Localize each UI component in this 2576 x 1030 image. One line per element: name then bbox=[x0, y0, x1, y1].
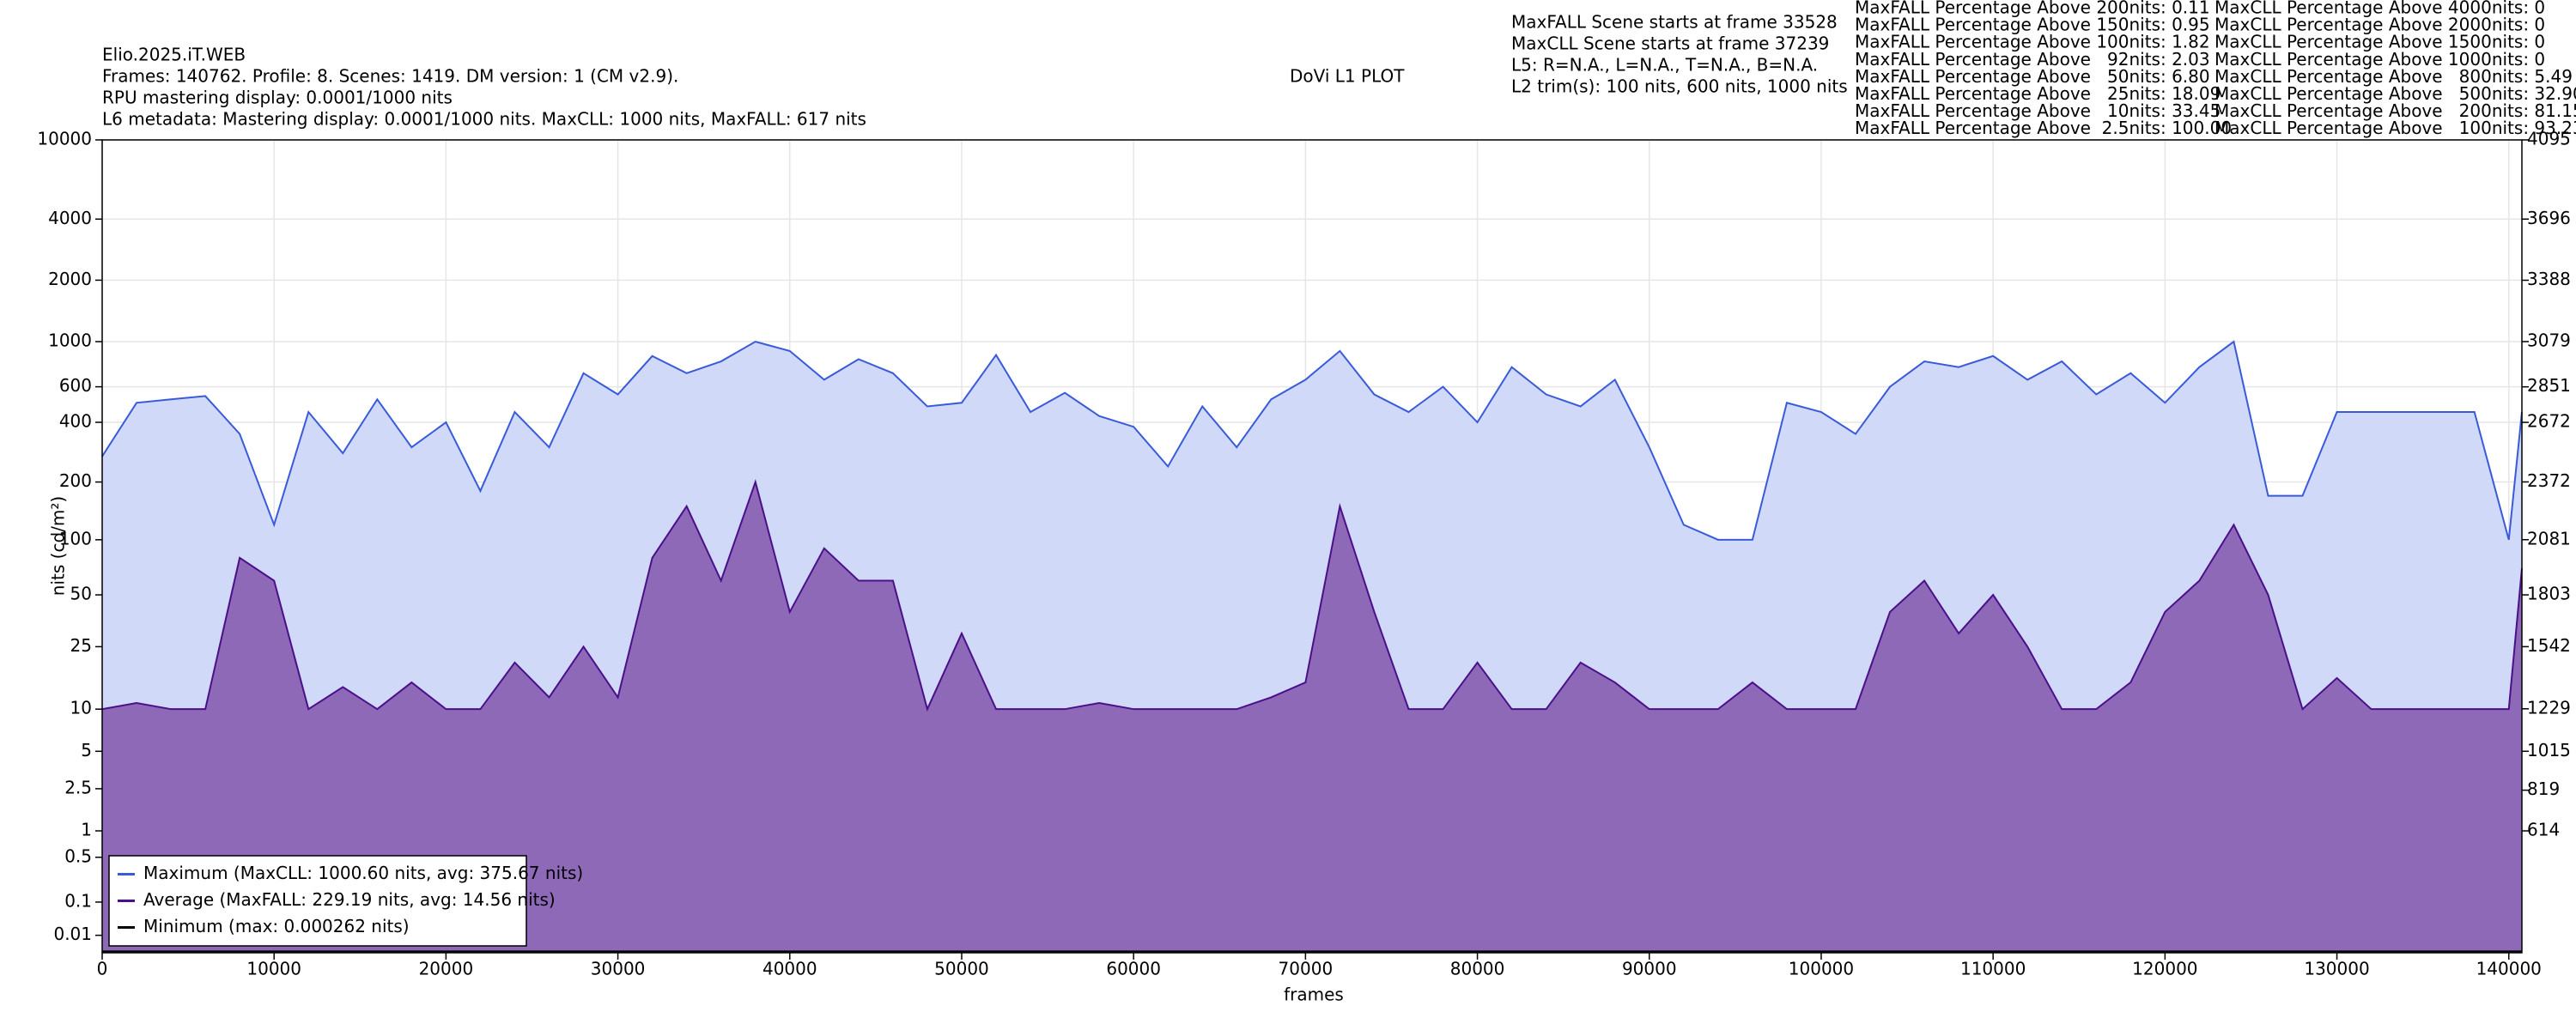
info-line: MaxFALL Percentage Above 200nits: 0.11 bbox=[1855, 0, 2210, 18]
x-tick-label: 10000 bbox=[246, 959, 301, 979]
y2-tick-label: 1015 bbox=[2527, 740, 2571, 760]
info-line: L2 trim(s): 100 nits, 600 nits, 1000 nit… bbox=[1511, 76, 1848, 97]
y-tick-label: 50 bbox=[70, 584, 92, 604]
y2-tick-label: 1803 bbox=[2527, 584, 2571, 604]
y-tick-label: 1000 bbox=[48, 330, 92, 351]
legend-box bbox=[108, 855, 527, 947]
x-tick-label: 30000 bbox=[591, 959, 646, 979]
info-line: MaxFALL Percentage Above 100nits: 1.82 bbox=[1855, 32, 2210, 52]
info-line: MaxFALL Percentage Above 2.5nits: 100.00 bbox=[1855, 118, 2232, 138]
x-tick-label: 140000 bbox=[2476, 959, 2542, 979]
x-tick-label: 20000 bbox=[419, 959, 474, 979]
y2-tick-label: 614 bbox=[2527, 820, 2560, 840]
y-tick-label: 200 bbox=[59, 470, 92, 491]
x-tick-label: 100000 bbox=[1789, 959, 1854, 979]
y2-tick-label: 3079 bbox=[2527, 330, 2571, 350]
legend-label: Average (MaxFALL: 229.19 nits, avg: 14.5… bbox=[143, 889, 556, 910]
info-line: RPU mastering display: 0.0001/1000 nits bbox=[102, 88, 453, 108]
y-tick-label: 2000 bbox=[48, 269, 92, 289]
y-tick-label: 4000 bbox=[48, 208, 92, 228]
y-tick-label: 25 bbox=[70, 635, 92, 656]
info-line: MaxCLL Scene starts at frame 37239 bbox=[1511, 33, 1829, 54]
y2-tick-label: 2372 bbox=[2527, 470, 2571, 491]
y2-tick-label: 819 bbox=[2527, 779, 2560, 799]
info-line: MaxFALL Percentage Above 150nits: 0.95 bbox=[1855, 15, 2210, 35]
x-tick-label: 80000 bbox=[1450, 959, 1505, 979]
y-tick-label: 1 bbox=[81, 820, 92, 840]
y2-tick-label: 3388 bbox=[2527, 269, 2571, 289]
legend-label: Minimum (max: 0.000262 nits) bbox=[143, 916, 410, 936]
y2-tick-label: 2081 bbox=[2527, 528, 2571, 548]
info-line: L6 metadata: Mastering display: 0.0001/1… bbox=[102, 109, 866, 130]
x-tick-label: 0 bbox=[97, 959, 108, 979]
y-tick-label: 2.5 bbox=[64, 777, 92, 797]
x-axis-label: frames bbox=[1284, 985, 1344, 1005]
info-line: MaxFALL Scene starts at frame 33528 bbox=[1511, 12, 1838, 33]
info-line: MaxFALL Percentage Above 25nits: 18.09 bbox=[1855, 83, 2221, 104]
x-tick-label: 40000 bbox=[762, 959, 817, 979]
y2-tick-label: 2672 bbox=[2527, 411, 2571, 432]
x-tick-label: 60000 bbox=[1106, 959, 1161, 979]
series-line bbox=[101, 340, 2523, 541]
y-tick-label: 600 bbox=[59, 375, 92, 396]
y-tick-label: 100 bbox=[59, 528, 92, 548]
area-fill bbox=[102, 482, 2522, 953]
plot-frame bbox=[101, 139, 2523, 954]
y2-tick-label: 1229 bbox=[2527, 697, 2571, 718]
x-tick-label: 90000 bbox=[1622, 959, 1677, 979]
y2-tick-label: 4095 bbox=[2527, 129, 2571, 149]
info-line: MaxCLL Percentage Above 1500nits: 0 bbox=[2215, 32, 2545, 52]
y-tick-label: 400 bbox=[59, 411, 92, 432]
y-tick-label: 0.1 bbox=[64, 890, 92, 911]
info-line: MaxFALL Percentage Above 10nits: 33.45 bbox=[1855, 100, 2221, 121]
y2-tick-label: 3696 bbox=[2527, 208, 2571, 228]
info-line: MaxCLL Percentage Above 1000nits: 0 bbox=[2215, 49, 2545, 70]
x-tick-label: 50000 bbox=[934, 959, 989, 979]
x-tick-label: 130000 bbox=[2304, 959, 2369, 979]
legend-label: Maximum (MaxCLL: 1000.60 nits, avg: 375.… bbox=[143, 863, 583, 883]
y2-tick-label: 1542 bbox=[2527, 635, 2571, 656]
y-tick-label: 5 bbox=[81, 740, 92, 760]
info-line: MaxCLL Percentage Above 200nits: 81.15 bbox=[2215, 100, 2576, 121]
x-tick-label: 120000 bbox=[2132, 959, 2197, 979]
info-line: MaxCLL Percentage Above 4000nits: 0 bbox=[2215, 0, 2545, 18]
y2-tick-label: 2851 bbox=[2527, 375, 2571, 396]
info-line: Elio.2025.iT.WEB bbox=[102, 45, 246, 65]
chart-title: DoVi L1 PLOT bbox=[1290, 66, 1405, 87]
info-line: MaxFALL Percentage Above 92nits: 2.03 bbox=[1855, 49, 2210, 70]
x-tick-label: 70000 bbox=[1279, 959, 1334, 979]
y-tick-label: 0.01 bbox=[53, 924, 92, 944]
y-tick-label: 10 bbox=[70, 698, 92, 718]
series-line bbox=[101, 479, 2523, 712]
y-axis-label: nits (cd/m²) bbox=[48, 496, 69, 596]
y-tick-label: 0.5 bbox=[64, 845, 92, 866]
info-line: MaxCLL Percentage Above 500nits: 32.90 bbox=[2215, 83, 2576, 104]
info-line: MaxCLL Percentage Above 100nits: 93.23 bbox=[2215, 118, 2576, 138]
info-line: L5: R=N.A., L=N.A., T=N.A., B=N.A. bbox=[1511, 55, 1818, 76]
x-tick-label: 110000 bbox=[1960, 959, 2026, 979]
y-tick-label: 10000 bbox=[37, 129, 92, 149]
info-line: MaxCLL Percentage Above 800nits: 5.49 bbox=[2215, 66, 2573, 87]
info-line: MaxFALL Percentage Above 50nits: 6.80 bbox=[1855, 66, 2210, 87]
info-line: Frames: 140762. Profile: 8. Scenes: 1419… bbox=[102, 66, 678, 87]
info-line: MaxCLL Percentage Above 2000nits: 0 bbox=[2215, 15, 2545, 35]
